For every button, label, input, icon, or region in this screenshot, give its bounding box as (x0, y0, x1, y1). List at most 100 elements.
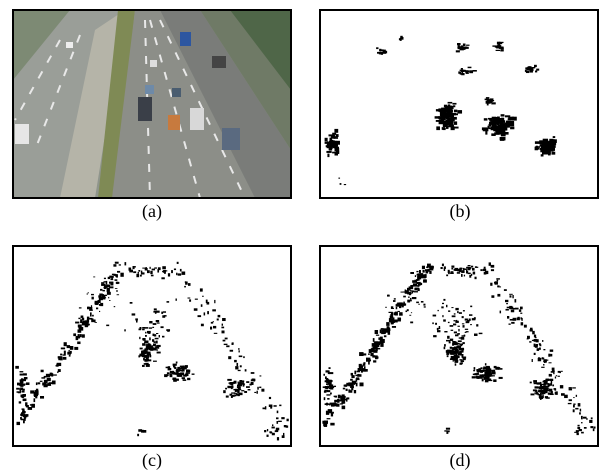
speck (398, 311, 400, 312)
speck (470, 306, 472, 308)
speck (325, 376, 327, 379)
speck (517, 318, 520, 321)
speck (466, 331, 469, 332)
speck (145, 268, 148, 271)
speck (451, 266, 454, 268)
speck (448, 271, 450, 274)
speck (538, 357, 540, 360)
speck (477, 369, 480, 372)
speck (174, 367, 176, 369)
speck (176, 273, 177, 275)
speck (451, 330, 454, 331)
speck (448, 102, 453, 104)
speck (541, 154, 544, 156)
speck (335, 147, 339, 151)
speck (335, 141, 340, 145)
speck (448, 113, 453, 116)
speck (233, 389, 236, 390)
speck (138, 272, 139, 274)
speck (462, 323, 464, 324)
speck (238, 370, 241, 371)
speck (88, 308, 89, 309)
speck (536, 339, 539, 342)
speck (109, 282, 113, 284)
foreground-mask (322, 262, 595, 435)
speck (454, 110, 457, 113)
speck (499, 377, 503, 379)
speck (475, 267, 478, 268)
speck (142, 268, 145, 269)
speck (61, 348, 65, 350)
speck (119, 264, 121, 265)
speck (146, 348, 150, 350)
speck (149, 327, 152, 328)
speck (64, 342, 67, 346)
speck (109, 300, 111, 301)
speck (187, 378, 190, 380)
speck (492, 375, 495, 376)
speck (507, 316, 509, 319)
speck (529, 341, 531, 342)
speck (410, 298, 411, 300)
speck (357, 379, 360, 380)
speck (69, 355, 71, 357)
speck (91, 294, 94, 295)
speck (132, 313, 136, 315)
speck (269, 431, 271, 433)
speck (401, 314, 403, 315)
speck (272, 427, 275, 429)
figure: (a) (b) (c) (d) (0, 0, 603, 476)
speck (440, 120, 442, 123)
speck (423, 279, 427, 282)
speck (238, 389, 241, 390)
speck (462, 316, 464, 318)
speck (254, 392, 256, 393)
speck (442, 127, 445, 130)
speck (115, 288, 117, 289)
speck (38, 382, 41, 384)
speck (93, 277, 95, 278)
speck (401, 37, 404, 40)
speck (172, 378, 176, 380)
speck (433, 335, 437, 337)
speck (379, 52, 381, 55)
speck (462, 335, 466, 336)
speck (490, 283, 492, 286)
speck (226, 396, 229, 398)
speck (167, 331, 169, 332)
speck (154, 341, 156, 343)
speck (399, 318, 401, 320)
speck (37, 391, 39, 395)
speck (153, 323, 157, 325)
speck (527, 336, 530, 339)
speck (145, 327, 149, 329)
speck (511, 322, 514, 324)
speck (189, 299, 191, 301)
speck (442, 303, 444, 304)
speck (549, 139, 553, 141)
speck (49, 382, 53, 384)
speck (509, 294, 513, 295)
foreground-mask (325, 36, 557, 185)
speck (444, 105, 447, 107)
speck (412, 297, 416, 299)
speck (68, 350, 70, 351)
speck (446, 305, 447, 307)
speck (79, 307, 82, 308)
speck (480, 370, 483, 373)
speck (23, 399, 27, 402)
speck (333, 404, 336, 406)
speck (477, 373, 479, 375)
speck (257, 387, 259, 390)
speck (543, 349, 545, 350)
speck (569, 387, 572, 389)
speck (74, 347, 78, 350)
speck (326, 422, 328, 424)
speck (543, 139, 548, 142)
speck (387, 328, 390, 329)
speck (194, 308, 198, 311)
speck (63, 357, 66, 360)
speck (329, 142, 333, 146)
speck (269, 397, 271, 399)
speck (22, 391, 25, 393)
